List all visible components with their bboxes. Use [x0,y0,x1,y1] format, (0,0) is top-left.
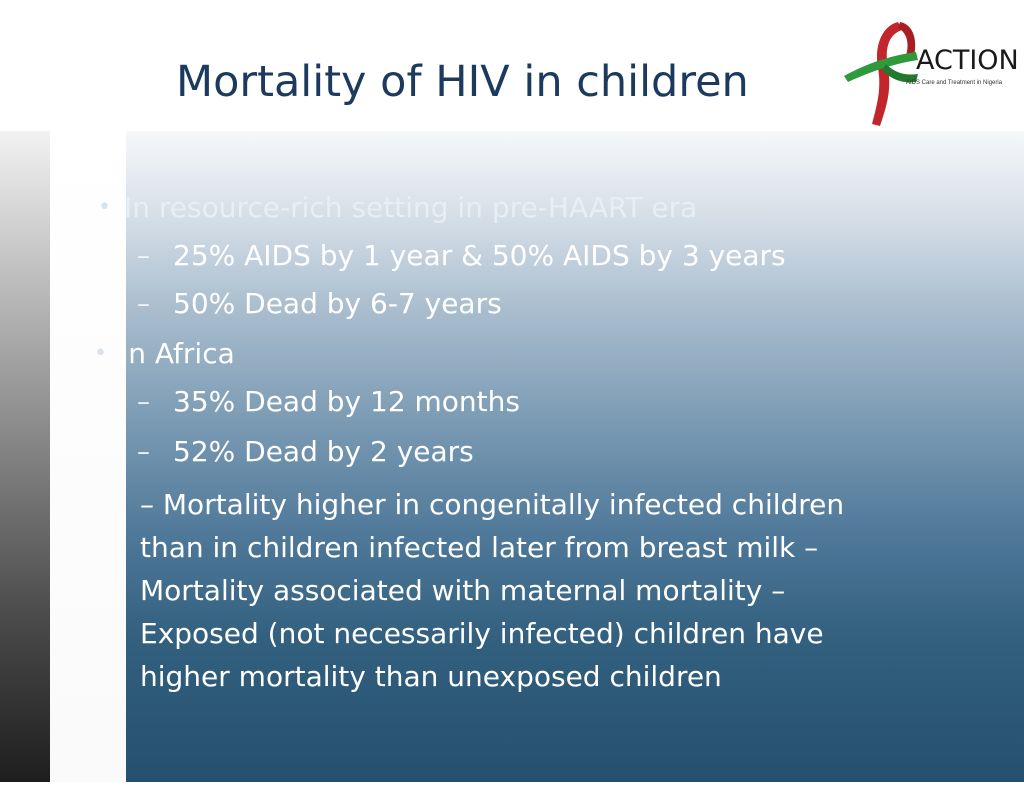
subitem-dash: – [137,241,150,271]
paragraph-line: Mortality associated with maternal morta… [140,574,786,607]
left-gradient-strip [0,131,50,782]
bullet-text: In resource-rich setting in pre-HAART er… [124,191,698,224]
body-paragraph: – Mortality higher in congenitally infec… [140,483,930,698]
subitem-dash: – [137,387,150,417]
left-margin [50,131,126,782]
subitem-text: 52% Dead by 2 years [173,435,474,468]
action-logo: ACTION AIDS Care and Treatment in Nigeri… [842,16,1019,128]
subitem-dash: – [137,437,150,467]
subitem-text: 35% Dead by 12 months [173,385,520,418]
content-panel [126,131,1024,782]
paragraph-line: – Mortality higher in congenitally infec… [140,488,845,521]
paragraph-line: Exposed (not necessarily infected) child… [140,617,824,650]
logo-wordmark: ACTION [916,45,1019,76]
slide-title: Mortality of HIV in children [176,57,749,107]
paragraph-line: than in children infected later from bre… [140,531,819,564]
subitem-dash: – [137,289,150,319]
bullet-dot: • [94,341,107,366]
bullet-text: In Africa [120,337,235,370]
subitem-text: 25% AIDS by 1 year & 50% AIDS by 3 years [173,239,786,272]
paragraph-line: higher mortality than unexposed children [140,660,722,693]
bullet-dot: • [98,195,111,220]
logo-tagline: AIDS Care and Treatment in Nigeria [906,80,1003,86]
subitem-text: 50% Dead by 6-7 years [173,287,502,320]
ribbon-icon [844,22,918,126]
